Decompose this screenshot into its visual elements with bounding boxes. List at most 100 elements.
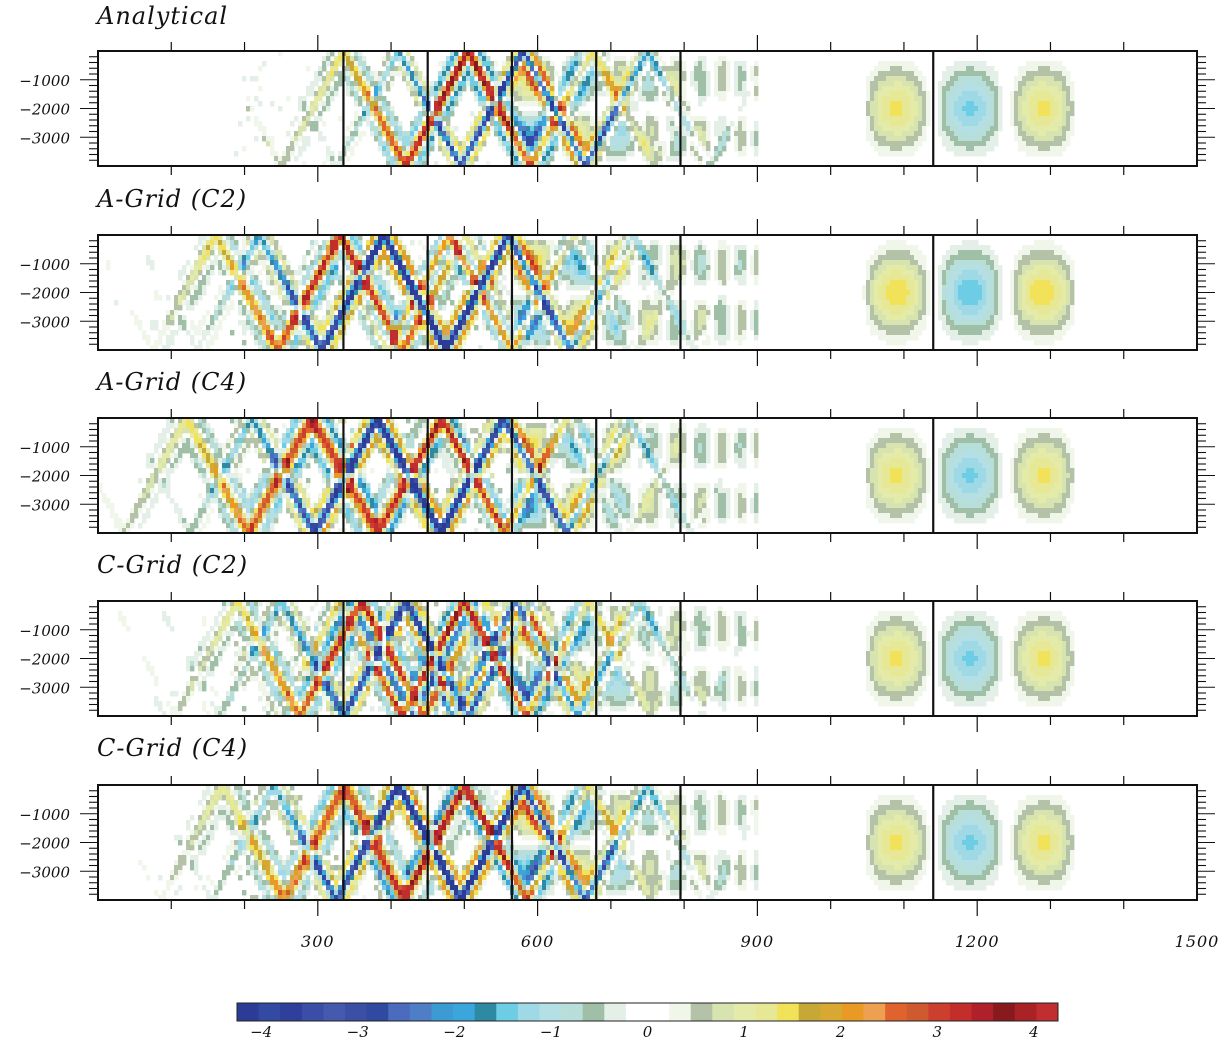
field-cell xyxy=(1026,136,1031,142)
field-cell xyxy=(366,335,371,341)
field-cell xyxy=(866,81,871,87)
field-cell xyxy=(1026,151,1031,157)
field-cell xyxy=(1042,61,1047,67)
field-cell xyxy=(262,325,267,331)
field-cell xyxy=(522,66,527,72)
field-cell xyxy=(666,126,671,132)
field-cell xyxy=(666,320,671,326)
field-cell xyxy=(922,101,927,107)
field-cell xyxy=(542,305,547,311)
field-cell xyxy=(694,270,699,276)
field-cell xyxy=(566,325,571,331)
field-cell xyxy=(106,265,111,271)
field-cell xyxy=(650,245,655,251)
field-cell xyxy=(718,265,723,271)
field-cell xyxy=(418,295,423,301)
field-cell xyxy=(878,71,883,77)
field-cell xyxy=(1022,116,1027,122)
field-cell xyxy=(330,71,335,77)
field-cell xyxy=(370,325,375,331)
field-cell xyxy=(134,320,139,326)
field-cell xyxy=(330,280,335,286)
field-cell xyxy=(262,235,267,241)
field-cell xyxy=(470,305,475,311)
field-cell xyxy=(482,111,487,117)
field-cell xyxy=(490,265,495,271)
field-cell xyxy=(430,136,435,142)
field-cell xyxy=(670,121,675,127)
field-cell xyxy=(290,345,295,351)
field-cell xyxy=(654,290,659,296)
field-cell xyxy=(650,260,655,266)
field-cell xyxy=(238,300,243,306)
field-cell xyxy=(626,245,631,251)
field-cell xyxy=(486,161,491,167)
field-cell xyxy=(962,71,967,77)
field-cell xyxy=(458,156,463,162)
field-cell xyxy=(1050,151,1055,157)
field-cell xyxy=(578,161,583,167)
field-cell xyxy=(1014,131,1019,137)
field-cell xyxy=(266,310,271,316)
field-cell xyxy=(1050,91,1055,97)
field-cell xyxy=(322,290,327,296)
field-cell xyxy=(314,320,319,326)
field-cell xyxy=(546,86,551,92)
field-cell xyxy=(442,235,447,241)
field-cell xyxy=(182,270,187,276)
field-cell xyxy=(990,116,995,122)
field-cell xyxy=(398,51,403,57)
field-cell xyxy=(542,245,547,251)
field-cell xyxy=(618,156,623,162)
field-cell xyxy=(226,245,231,251)
field-cell xyxy=(634,66,639,72)
field-cell xyxy=(718,131,723,137)
field-cell xyxy=(462,86,467,92)
field-cell xyxy=(666,86,671,92)
field-cell xyxy=(1066,141,1071,147)
field-cell xyxy=(874,146,879,152)
field-cell xyxy=(542,111,547,117)
field-cell xyxy=(410,121,415,127)
field-cell xyxy=(718,280,723,286)
field-cell xyxy=(982,141,987,147)
field-cell xyxy=(318,66,323,72)
field-cell xyxy=(438,96,443,102)
field-cell xyxy=(390,325,395,331)
field-cell xyxy=(338,270,343,276)
field-cell xyxy=(522,335,527,341)
field-cell xyxy=(1018,146,1023,152)
field-cell xyxy=(650,126,655,132)
field-cell xyxy=(590,161,595,167)
field-cell xyxy=(878,111,883,117)
field-cell xyxy=(570,245,575,251)
field-cell xyxy=(418,86,423,92)
field-cell xyxy=(478,270,483,276)
field-cell xyxy=(566,76,571,82)
field-cell xyxy=(998,86,1003,92)
field-cell xyxy=(578,71,583,77)
field-cell xyxy=(274,250,279,256)
field-cell xyxy=(602,330,607,336)
field-cell xyxy=(434,131,439,137)
field-cell xyxy=(530,131,535,137)
field-cell xyxy=(606,310,611,316)
field-cell xyxy=(482,255,487,261)
field-cell xyxy=(878,136,883,142)
field-cell xyxy=(210,340,215,346)
field-cell xyxy=(718,340,723,346)
field-cell xyxy=(718,151,723,157)
field-cell xyxy=(598,295,603,301)
field-cell xyxy=(706,131,711,137)
field-cell xyxy=(566,146,571,152)
field-cell xyxy=(714,121,719,127)
field-cell xyxy=(906,151,911,157)
field-cell xyxy=(370,330,375,336)
field-cell xyxy=(626,255,631,261)
field-cell xyxy=(318,71,323,77)
field-cell xyxy=(922,106,927,112)
field-cell xyxy=(446,245,451,251)
field-cell xyxy=(734,86,739,92)
field-cell xyxy=(494,240,499,246)
field-cell xyxy=(498,86,503,92)
